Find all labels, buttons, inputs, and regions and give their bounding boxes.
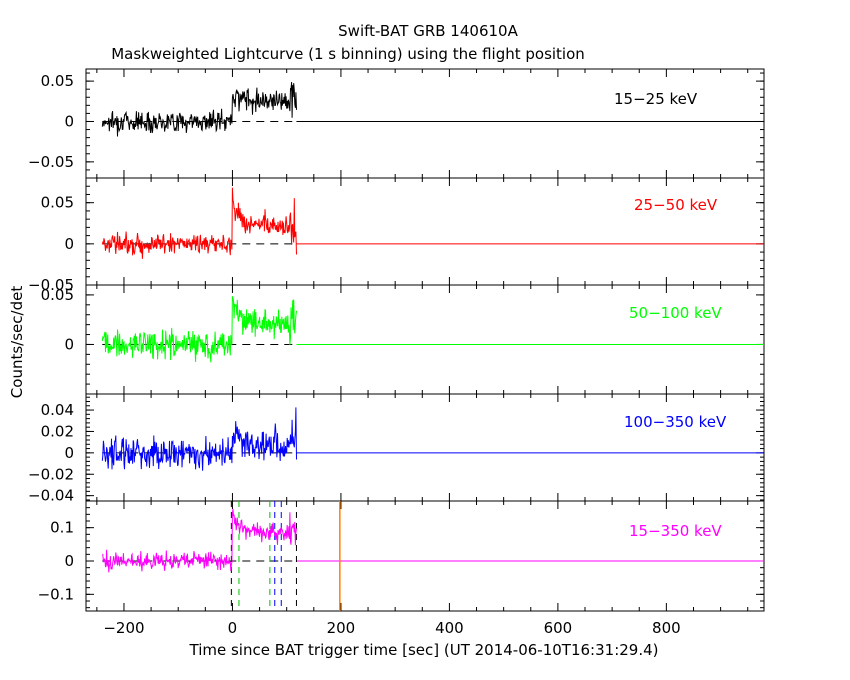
y-tick-label: 0 — [64, 112, 74, 130]
y-tick-label: −0.02 — [28, 465, 74, 483]
y-tick-label: 0.05 — [41, 72, 74, 90]
y-tick-label: −0.05 — [28, 153, 74, 171]
y-tick-label: −0.04 — [28, 487, 74, 505]
lightcurve-series — [101, 187, 297, 259]
y-tick-label: 0 — [64, 335, 74, 353]
chart-subtitle: Maskweighted Lightcurve (1 s binning) us… — [111, 45, 585, 63]
y-tick-label: −0.05 — [28, 276, 74, 294]
panel-frame — [85, 177, 765, 286]
band-label: 25−50 keV — [634, 196, 718, 214]
y-tick-label: 0.1 — [50, 519, 74, 537]
panel-frame — [85, 393, 765, 502]
band-label: 15−350 keV — [629, 522, 722, 540]
y-tick-label: 0.05 — [41, 194, 74, 212]
y-tick-label: 0 — [64, 444, 74, 462]
lightcurve-series — [101, 296, 297, 363]
band-label: 15−25 keV — [614, 90, 698, 108]
x-tick-label: −200 — [103, 619, 144, 637]
x-tick-label: 600 — [544, 619, 573, 637]
x-tick-label: 200 — [327, 619, 356, 637]
x-axis-label: Time since BAT trigger time [sec] (UT 20… — [189, 641, 659, 659]
x-tick-label: 800 — [652, 619, 681, 637]
lightcurve-series — [102, 508, 297, 573]
x-tick-label: 400 — [435, 619, 464, 637]
band-label: 100−350 keV — [624, 413, 727, 431]
panel-1: −0.05 0 0.05 15−25 keV — [28, 68, 765, 179]
panel-5: −0.1 0 0.1 15−350 keV — [38, 500, 765, 612]
lightcurve-series — [101, 82, 297, 137]
y-tick-label: 0 — [64, 235, 74, 253]
y-tick-label: 0.05 — [41, 286, 74, 304]
y-axis-label: Counts/sec/det — [8, 286, 26, 399]
lightcurve-series — [101, 407, 297, 471]
y-tick-label: 0 — [64, 552, 74, 570]
band-label: 50−100 keV — [629, 304, 722, 322]
y-tick-label: 0.02 — [41, 422, 74, 440]
x-tick-label: 0 — [228, 619, 238, 637]
y-tick-label: 0.04 — [41, 401, 74, 419]
chart-title: Swift-BAT GRB 140610A — [338, 22, 518, 40]
panel-2: −0.05 0 0.05 25−50 keV — [28, 177, 765, 294]
panel-3: 0 0.05 50−100 keV — [41, 284, 765, 395]
panel-4: −0.04 −0.02 0 0.02 0.04 100−350 keV — [28, 393, 765, 505]
panel-frame — [85, 500, 765, 612]
y-tick-label: −0.1 — [38, 585, 74, 603]
